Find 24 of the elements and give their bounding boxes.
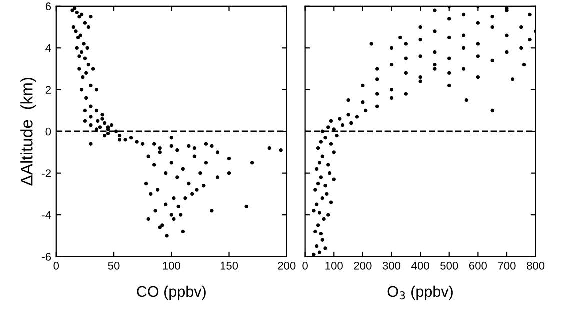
x-tick-label: 400 [412,262,430,270]
y-tick-label: 6 [46,2,52,11]
x-axis-title: O$_{3}$ (ppbv) [388,286,453,300]
x-tick-label: 200 [278,262,296,270]
x-axis-title: CO (ppbv) [137,286,206,300]
x-tick-label: 50 [108,262,120,270]
x-tick-label: 100 [163,262,180,270]
y-tick-label: -2 [42,170,51,178]
x-tick-label: 0 [302,262,308,270]
x-tick-label: 0 [54,262,60,270]
y-tick-label: -4 [42,211,52,220]
x-tick-label: 600 [469,262,488,270]
x-tick-label: 300 [382,262,401,270]
y-tick-label: 2 [46,86,51,94]
y-tick-label: -6 [42,253,52,261]
x-tick-label: 200 [354,262,372,270]
y-tick-label: 4 [46,44,52,52]
x-tick-label: 500 [440,262,458,270]
x-tick-label: 150 [220,262,238,270]
y-axis-title: ΔAltitude (km) [20,78,36,186]
y-tick-label: 0 [46,128,52,136]
x-tick-label: 100 [326,262,343,270]
x-tick-label: 700 [498,262,516,270]
x-tick-label: 800 [527,262,545,270]
